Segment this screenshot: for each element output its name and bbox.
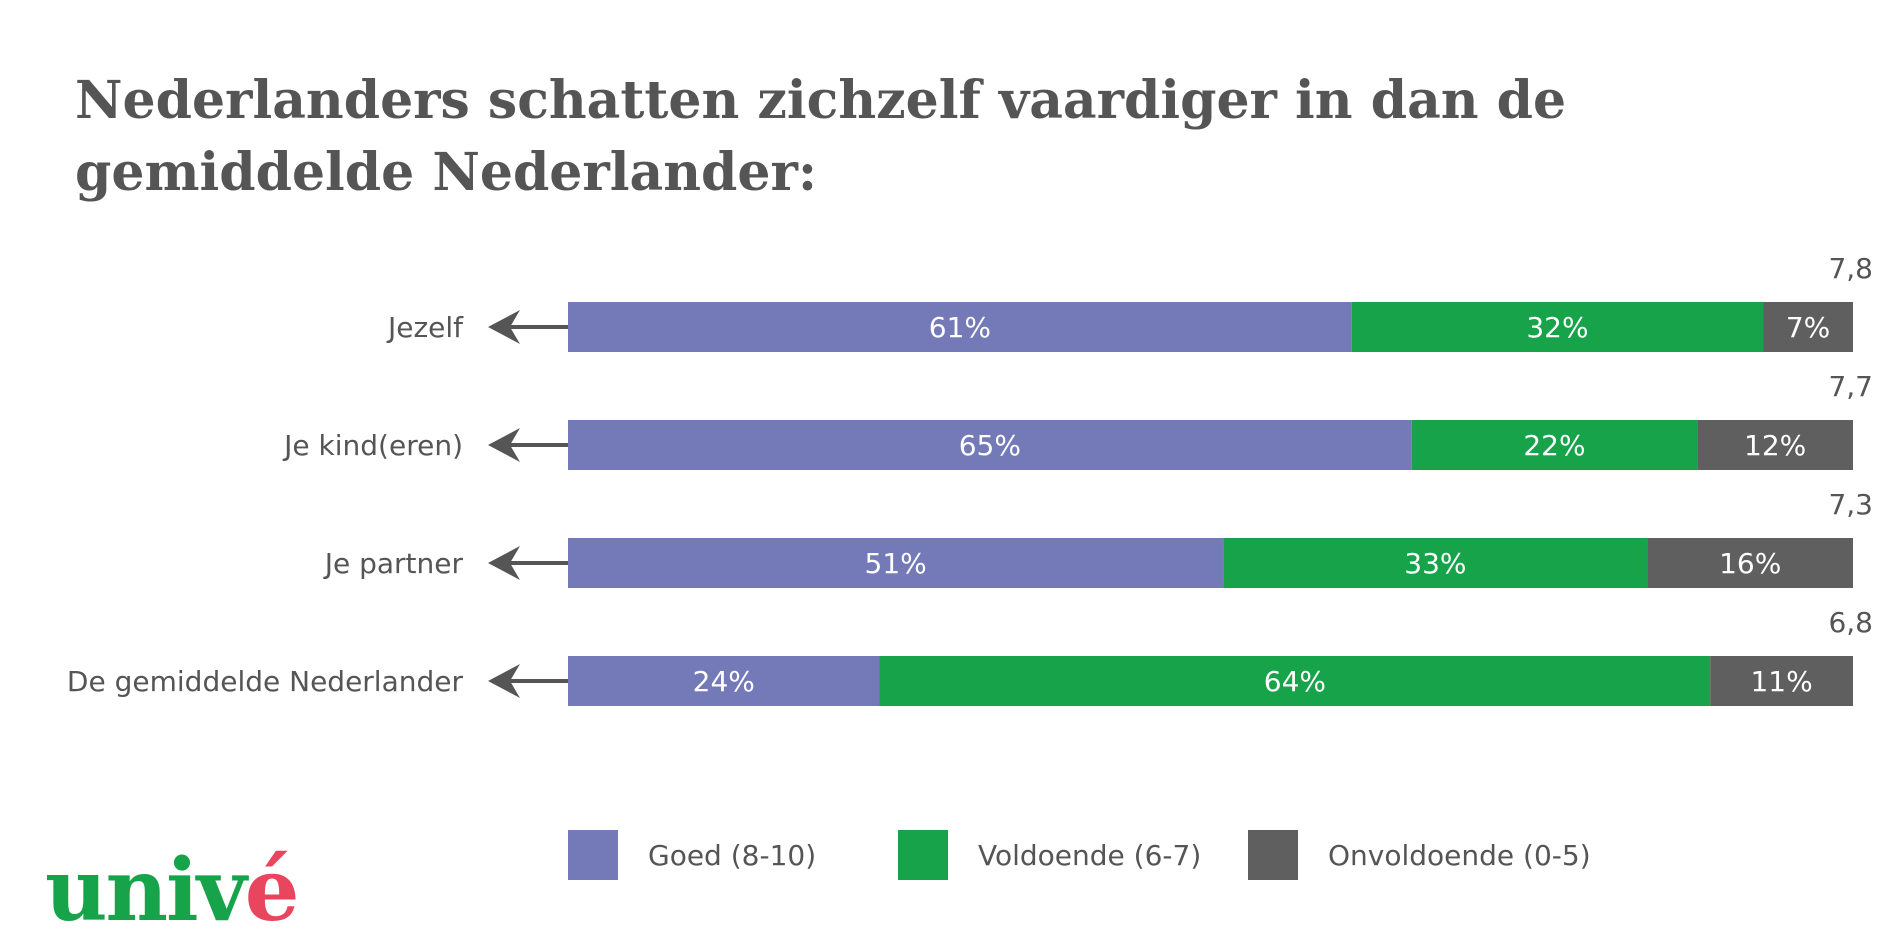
bar-segment-goed-de-gemiddelde-nederlander	[568, 656, 880, 706]
data-label-onvoldoende-je-partner: 16%	[1719, 547, 1781, 580]
data-label-onvoldoende-de-gemiddelde-nederlander: 11%	[1750, 665, 1812, 698]
legend-item-onvoldoende: Onvoldoende (0-5)	[1248, 830, 1591, 880]
legend-label-voldoende: Voldoende (6-7)	[978, 838, 1202, 872]
bar-segment-voldoende-de-gemiddelde-nederlander	[879, 656, 1711, 706]
bar-segment-onvoldoende-jezelf	[1763, 302, 1853, 352]
bar-segment-onvoldoende-je-partner	[1647, 538, 1853, 588]
bar-segment-voldoende-je-kind-eren	[1411, 420, 1698, 470]
logo-text-accent: é	[244, 840, 300, 941]
legend-label-onvoldoende: Onvoldoende (0-5)	[1328, 838, 1591, 872]
data-label-voldoende-jezelf: 32%	[1526, 311, 1588, 344]
legend-swatch-voldoende	[898, 830, 948, 880]
stacked-bar-chart: Jezelf 61% 32% 7% 7,8 Je kind(eren) 65% 22% 12% 7…	[67, 252, 1873, 706]
data-label-onvoldoende-je-kind-eren: 12%	[1744, 429, 1806, 462]
average-score-je-partner: 7,3	[1828, 488, 1873, 521]
average-score-je-kind-eren: 7,7	[1828, 370, 1873, 403]
bar-segment-goed-jezelf	[568, 302, 1352, 352]
data-label-voldoende-je-partner: 33%	[1404, 547, 1466, 580]
category-label-jezelf: Jezelf	[386, 311, 464, 344]
data-label-goed-de-gemiddelde-nederlander: 24%	[693, 665, 755, 698]
bar-segment-goed-je-kind-eren	[568, 420, 1412, 470]
chart-title: Nederlanders schatten zichzelf vaardiger…	[75, 70, 1567, 203]
logo-text-main: univ	[45, 840, 247, 941]
data-label-goed-jezelf: 61%	[929, 311, 991, 344]
bar-segment-voldoende-je-partner	[1223, 538, 1648, 588]
category-label-je-kind-eren: Je kind(eren)	[282, 429, 463, 462]
bar-segment-onvoldoende-je-kind-eren	[1697, 420, 1853, 470]
data-label-voldoende-de-gemiddelde-nederlander: 64%	[1264, 665, 1326, 698]
arrow-left-icon	[488, 546, 520, 580]
arrow-left-icon	[488, 428, 520, 462]
unive-logo: univé	[45, 848, 299, 934]
legend-item-goed: Goed (8-10)	[568, 830, 816, 880]
bar-segment-voldoende-jezelf	[1351, 302, 1764, 352]
bar-segment-onvoldoende-de-gemiddelde-nederlander	[1710, 656, 1853, 706]
legend-item-voldoende: Voldoende (6-7)	[898, 830, 1201, 880]
data-label-goed-je-kind-eren: 65%	[959, 429, 1021, 462]
category-label-je-partner: Je partner	[323, 547, 464, 580]
average-score-jezelf: 7,8	[1828, 252, 1873, 285]
legend-swatch-goed	[568, 830, 618, 880]
data-label-onvoldoende-jezelf: 7%	[1786, 311, 1830, 344]
category-label-de-gemiddelde-nederlander: De gemiddelde Nederlander	[67, 665, 464, 698]
legend-swatch-onvoldoende	[1248, 830, 1298, 880]
legend-label-goed: Goed (8-10)	[648, 838, 817, 872]
arrow-left-icon	[488, 310, 520, 344]
bar-segment-goed-je-partner	[568, 538, 1224, 588]
average-score-de-gemiddelde-nederlander: 6,8	[1828, 606, 1873, 639]
data-label-goed-je-partner: 51%	[865, 547, 927, 580]
arrow-left-icon	[488, 664, 520, 698]
data-label-voldoende-je-kind-eren: 22%	[1523, 429, 1585, 462]
